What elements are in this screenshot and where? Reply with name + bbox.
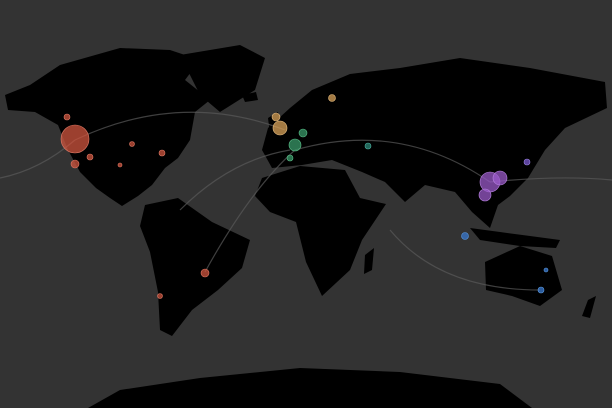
marker — [328, 94, 336, 102]
route — [179, 149, 291, 211]
south-america — [140, 198, 250, 336]
marker — [117, 162, 123, 168]
iceland — [242, 92, 258, 102]
marker — [537, 286, 545, 294]
madagascar — [364, 248, 374, 274]
marker — [523, 158, 531, 166]
marker — [364, 142, 372, 150]
marker — [129, 141, 135, 147]
marker — [158, 149, 166, 157]
route — [389, 229, 541, 291]
marker — [288, 138, 302, 152]
antarctica — [88, 368, 532, 408]
marker — [272, 120, 288, 136]
route — [74, 111, 286, 141]
new-zealand — [582, 296, 596, 318]
marker — [478, 188, 492, 202]
africa — [255, 166, 386, 296]
marker — [60, 124, 90, 154]
marker — [298, 128, 308, 138]
marker — [492, 170, 508, 186]
markers — [60, 94, 549, 299]
marker — [461, 232, 469, 240]
route — [204, 149, 296, 273]
marker — [200, 268, 210, 278]
route — [294, 139, 491, 183]
marker — [70, 159, 80, 169]
eurasia — [262, 58, 607, 228]
marker — [543, 267, 549, 273]
marker — [157, 293, 163, 299]
marker — [86, 153, 94, 161]
marker — [63, 113, 71, 121]
indonesia — [470, 228, 560, 248]
marker — [286, 154, 294, 162]
marker — [271, 112, 281, 122]
